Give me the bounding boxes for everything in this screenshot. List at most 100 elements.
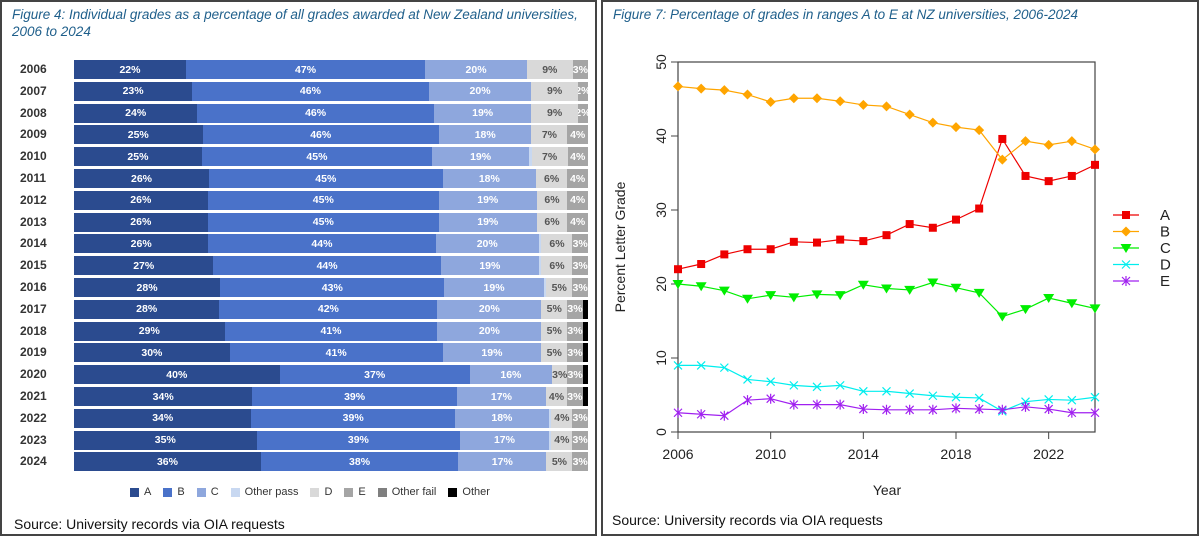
bar-segment-c: 18%	[442, 169, 537, 188]
stacked-bar: 34% 39% 17% 4% 3%	[74, 387, 588, 406]
bar-segment-other	[582, 299, 588, 319]
data-point-b	[765, 96, 776, 107]
legend-label-d: D	[1160, 257, 1171, 274]
year-label: 2006	[20, 62, 47, 76]
data-point-c	[1043, 294, 1055, 304]
bar-segment-c: 19%	[432, 147, 530, 167]
series-line-b	[677, 85, 1096, 161]
year-label: 2024	[20, 454, 47, 469]
data-point-c	[718, 286, 730, 296]
stacked-bar: 28% 43% 19% 5% 3%	[74, 278, 588, 297]
stacked-bar: 26% 45% 18% 6% 4%	[74, 169, 588, 188]
data-point-b	[951, 122, 961, 133]
bar-row: 2013 26% 45% 19% 6% 4%	[2, 212, 598, 232]
data-point-c	[834, 291, 846, 301]
data-point-a	[882, 231, 891, 240]
data-point-b	[696, 83, 707, 94]
bar-segment-e: 4%	[567, 169, 588, 188]
bar-segment-b: 42%	[219, 299, 438, 319]
legend-label: Other	[462, 486, 490, 498]
data-point-b	[1020, 136, 1031, 147]
data-point-e	[858, 404, 868, 415]
bar-segment-a: 36%	[74, 452, 261, 472]
bar-segment-d: 6%	[541, 256, 573, 276]
year-label: 2021	[20, 389, 47, 403]
stacked-bar: 40% 37% 16% 3% 3%	[74, 365, 588, 385]
bar-segment-e: 3%	[567, 365, 583, 385]
year-label: 2010	[20, 149, 47, 164]
bar-segment-d: 9%	[531, 103, 578, 123]
bar-segment-a: 22%	[74, 60, 186, 79]
stacked-bar: 30% 41% 19% 5% 3%	[74, 343, 588, 363]
bar-segment-d: 5%	[546, 452, 573, 472]
data-point-b	[812, 93, 822, 104]
data-point-b	[927, 117, 938, 128]
data-point-c	[742, 294, 753, 304]
data-point-d	[951, 392, 961, 402]
data-point-e	[882, 404, 891, 415]
year-label: 2007	[20, 83, 47, 98]
bar-segment-b: 41%	[224, 321, 438, 341]
data-point-b	[881, 101, 892, 112]
bar-segment-e: 3%	[572, 234, 588, 254]
stacked-bar: 25% 46% 18% 7% 4%	[74, 125, 588, 145]
data-point-a	[813, 238, 821, 247]
legend-swatch	[130, 487, 139, 497]
bar-row: 2011 26% 45% 18% 6% 4%	[2, 169, 598, 188]
data-point-c	[811, 290, 823, 300]
bar-segment-e: 4%	[567, 190, 588, 210]
data-point-a	[905, 220, 914, 229]
data-point-d	[812, 382, 822, 392]
bar-segment-d: 5%	[541, 343, 568, 363]
bar-segment-e: 3%	[572, 256, 588, 276]
bar-segment-b: 45%	[208, 169, 443, 188]
stacked-bar: 35% 39% 17% 4% 3%	[74, 430, 588, 450]
bar-segment-b: 41%	[229, 343, 443, 363]
legend-label: D	[324, 486, 333, 498]
stacked-bar: 26% 45% 19% 6% 4%	[74, 190, 588, 210]
x-axis-label: Year	[873, 482, 902, 498]
data-point-a	[836, 235, 845, 244]
legend-item: A	[130, 486, 151, 498]
bar-segment-d: 6%	[536, 212, 568, 232]
bar-segment-c: 18%	[454, 408, 549, 428]
data-point-d	[835, 380, 845, 390]
data-point-b	[719, 85, 730, 96]
data-point-d	[1067, 395, 1077, 405]
bar-segment-c: 20%	[437, 321, 542, 341]
legend-swatch	[310, 487, 320, 497]
data-point-b	[788, 93, 799, 104]
bar-segment-other	[582, 365, 588, 385]
bar-segment-d: 9%	[526, 60, 573, 79]
legend-swatch	[230, 487, 240, 497]
data-point-b	[742, 89, 753, 100]
data-point-b	[673, 81, 683, 92]
bar-segment-a: 26%	[74, 190, 208, 210]
bar-segment-c: 16%	[469, 365, 552, 385]
bar-row: 2018 29% 41% 20% 5% 3%	[2, 321, 598, 341]
data-point-b	[997, 154, 1008, 165]
bar-segment-e: 4%	[567, 147, 588, 167]
year-label: 2020	[20, 367, 47, 382]
bar-segment-d: 4%	[551, 430, 573, 450]
data-point-a	[1091, 160, 1099, 169]
stacked-bar: 26% 44% 20% 6% 3%	[74, 234, 588, 254]
bar-segment-c: 19%	[438, 212, 537, 232]
data-point-c	[788, 293, 800, 303]
bar-segment-e: 2%	[577, 103, 588, 123]
year-label: 2022	[20, 410, 47, 425]
data-point-c	[996, 312, 1008, 322]
bar-row: 2023 35% 39% 17% 4% 3%	[2, 430, 598, 450]
bar-row: 2008 24%46%19%9%2%	[2, 103, 598, 123]
data-point-e	[974, 404, 984, 415]
y-tick-label: 10	[653, 350, 669, 366]
legend-label-e: E	[1160, 273, 1170, 290]
legend-swatch	[344, 487, 354, 497]
bar-segment-b: 38%	[260, 452, 459, 472]
year-label: 2015	[20, 258, 47, 273]
year-label: 2014	[20, 236, 47, 251]
x-tick-label: 2010	[755, 446, 786, 462]
bar-segment-d: 4%	[546, 387, 567, 406]
legend-label: C	[210, 486, 219, 498]
stacked-bar: 34% 39% 18% 4% 3%	[74, 408, 588, 428]
